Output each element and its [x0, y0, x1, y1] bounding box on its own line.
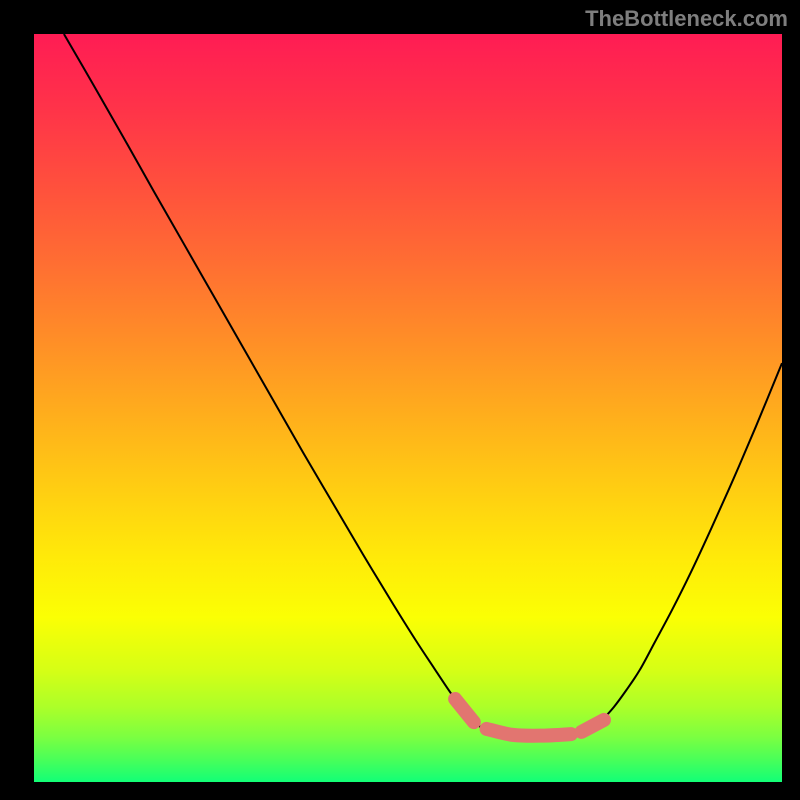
highlight-segment	[487, 729, 572, 736]
chart-container: TheBottleneck.com	[0, 0, 800, 800]
watermark-text: TheBottleneck.com	[585, 6, 788, 32]
gradient-background	[34, 34, 782, 782]
bottleneck-curve-plot	[34, 34, 782, 782]
